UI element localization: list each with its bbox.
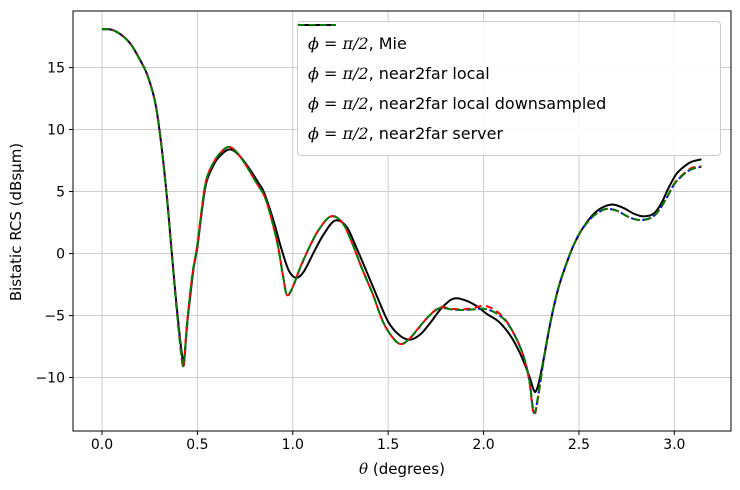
y-tick-label: −5 — [44, 309, 65, 325]
x-axis-label-text: (degrees) — [368, 460, 445, 478]
x-tick-label: 3.0 — [663, 437, 685, 453]
y-tick-label: −10 — [35, 371, 65, 387]
y-tick-label: 5 — [56, 185, 65, 201]
legend-item: ϕ = π/2, Mie — [298, 24, 712, 58]
x-tick-label: 1.0 — [282, 437, 304, 453]
legend-label-math: ϕ = π/2 — [308, 63, 369, 83]
legend-label-math: ϕ = π/2 — [308, 33, 369, 53]
y-tick-label: 15 — [47, 61, 65, 77]
legend: ϕ = π/2, Mie ϕ = π/2, near2far local ϕ = π… — [297, 21, 721, 156]
legend-label-math: ϕ = π/2 — [308, 124, 369, 144]
legend-label-math: ϕ = π/2 — [308, 94, 369, 114]
legend-item: ϕ = π/2, near2far server — [298, 24, 712, 149]
x-axis-label: θ (degrees) — [73, 460, 731, 478]
legend-item: ϕ = π/2, near2far local downsampled — [298, 24, 712, 119]
legend-line-sample — [298, 24, 336, 26]
legend-label-text: , near2far local — [368, 63, 490, 83]
legend-label: ϕ = π/2, Mie — [308, 34, 407, 53]
y-tick-label: 0 — [56, 247, 65, 263]
x-tick-label: 2.5 — [568, 437, 590, 453]
x-tick-label: 0.0 — [91, 437, 113, 453]
legend-label: ϕ = π/2, near2far server — [308, 124, 503, 143]
x-tick-label: 2.0 — [472, 437, 494, 453]
y-tick-label: 10 — [47, 123, 65, 139]
legend-label: ϕ = π/2, near2far local downsampled — [308, 94, 606, 113]
x-tick-label: 1.5 — [377, 437, 399, 453]
theta-symbol: θ — [359, 460, 369, 478]
legend-label-text: , near2far local downsampled — [368, 94, 607, 114]
x-tick-label: 0.5 — [186, 437, 208, 453]
legend-item: ϕ = π/2, near2far local — [298, 24, 712, 88]
y-axis-label: Bistatic RCS (dBsμm) — [7, 142, 25, 302]
legend-label-text: , near2far server — [368, 124, 504, 144]
curve-near2far-server — [101, 28, 702, 415]
legend-label: ϕ = π/2, near2far local — [308, 64, 490, 83]
legend-label-text: , Mie — [368, 33, 407, 53]
axes-spines — [72, 10, 732, 432]
